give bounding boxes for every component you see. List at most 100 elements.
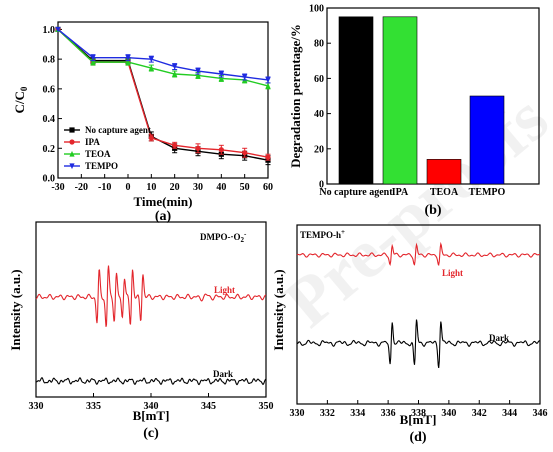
panel-a-point [90,59,96,65]
panel-c-label: (c) [143,426,159,441]
panel-a-point [90,55,96,61]
panel-a-point [55,26,61,33]
panel-d: 330 332 334 336 338 340 342 344 346 TEMPO-h+ Lig… [271,224,548,445]
panel-a-point [218,75,224,82]
panel-c-xtick-label: 350 [259,401,274,412]
panel-a-xtick-label: 0 [126,182,131,193]
panel-c-xtick-label: 340 [144,401,159,412]
panel-a-legend-marker [69,127,75,133]
panel-d-xtick-label: 336 [381,408,396,419]
panel-a-legend-marker [69,139,75,145]
panel-a-ylabel: C/C0 [12,86,29,113]
panel-c-dark-label: Dark [213,369,233,379]
panel-a-point [242,74,248,81]
panel-d-species-label: TEMPO-h+ [300,228,345,240]
panel-d-xtick-label: 346 [533,408,548,419]
panel-c-xtick-label: 330 [29,401,44,412]
panel-a-point [172,70,178,77]
panel-a-point [148,56,154,63]
panel-b-ylabel: Degradation perentage/% [288,24,303,168]
panel-c-xtick-label: 345 [201,401,216,412]
panel-a-xtick-label: -30 [51,182,64,193]
panel-a-point [195,68,201,75]
panel-a-xtick-label: -20 [75,182,88,193]
panel-b-ytick-label: 0 [319,180,324,191]
panel-b-category-label: No capture agent [319,187,393,198]
panel-a-label: (a) [155,209,172,224]
panel-c-light-label: Light [214,285,235,295]
panel-a-point [195,72,201,79]
panel-d-dark-curve [296,319,541,368]
panel-d-light-curve [296,241,540,267]
panel-a-point [125,59,131,65]
panel-a-point [265,77,271,84]
panel-a-legend-marker [69,163,75,170]
panel-d-label: (d) [409,430,426,445]
panel-a-point [265,154,271,160]
panel-a-point [148,64,154,71]
panel-a-point [148,135,154,141]
panel-a-xlabel: Time(min) [134,194,193,209]
panel-a-point [195,145,201,151]
panel-b-label: (b) [424,203,441,218]
panel-a-xtick-label: 60 [263,182,273,193]
panel-c-dark-curve [35,376,266,386]
panel-a-legend-label: No capture agent [85,125,151,135]
panel-a-series-line [57,28,269,81]
panel-a-point [242,150,248,156]
panel-a-ytick-label: 1.0 [43,25,56,36]
panel-a-point [218,147,224,153]
panel-d-xlabel: B[mT] [400,412,437,427]
panel-a-ytick-label: 0.8 [43,55,56,66]
panel-d-xtick-label: 344 [502,408,517,419]
panel-d-xtick-label: 338 [411,408,426,419]
panel-a-legend-marker [69,150,75,157]
panel-b-bar [338,16,374,185]
panel-a: -30 -20 -10 0 10 20 30 40 50 60 0.0 0.2 0.4 0.6 0.8 1.0… [12,21,273,224]
panel-a-xtick-label: 20 [170,182,180,193]
panel-b-category-label: TEOA [430,187,459,198]
panel-d-xtick-label: 330 [290,408,305,419]
panel-a-ytick-label: 0.4 [43,114,56,125]
panel-d-xtick-label: 332 [320,408,335,419]
panel-b-category-label: IPA [392,187,409,198]
panel-a-ytick-label: 0.2 [43,144,56,155]
panel-a-xtick-label: 40 [216,182,226,193]
panel-b-bar [426,159,462,185]
panel-b-category-label: TEMPO [469,187,506,198]
panel-b-ytick-label: 60 [314,74,324,85]
panel-b-ytick-label: 20 [314,144,324,155]
panel-d-light-label: Light [442,268,463,278]
panel-a-point [218,71,224,78]
panel-b-ytick-label: 100 [309,4,324,15]
panel-a-xtick-label: -10 [98,182,111,193]
panel-b-ytick-label: 80 [314,39,324,50]
panel-a-point [125,55,131,61]
panel-b-ytick-label: 40 [314,109,324,120]
panel-c-species-label: DMPO-·O2- [200,230,247,244]
panel-a-ytick-label: 0.6 [43,84,56,95]
panel-a-ytick-label: 0.0 [43,174,56,185]
panel-c-xtick-label: 335 [86,401,101,412]
panel-a-xtick-label: 30 [193,182,203,193]
panel-a-legend-label: TEMPO [85,161,118,171]
panel-a-point [265,82,271,89]
panel-a-point [172,142,178,148]
panel-d-ylabel: Intensity (a.u.) [271,269,286,350]
panel-b: 0 20 40 60 80 100 No capture agent IPA TEOA TEMP… [288,4,540,218]
panel-d-xtick-label: 342 [472,408,487,419]
panel-d-xtick-label: 340 [441,408,456,419]
panel-a-legend-label: IPA [85,137,100,147]
panel-b-bar [469,95,505,185]
panel-d-xtick-label: 334 [350,408,365,419]
panel-c-xlabel: B[mT] [133,408,170,423]
panel-c: 330 335 340 345 350 DMPO-·O2- Light Dark B[m… [8,221,274,441]
panel-a-legend-label: TEOA [85,149,111,159]
panel-a-point [172,63,178,70]
panel-b-bar [382,16,418,185]
panel-c-light-curve [35,265,267,327]
panel-a-xtick-label: 10 [146,182,156,193]
panel-a-xtick-label: 50 [240,182,250,193]
panel-c-ylabel: Intensity (a.u.) [8,269,23,350]
